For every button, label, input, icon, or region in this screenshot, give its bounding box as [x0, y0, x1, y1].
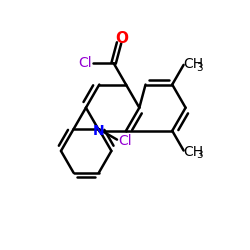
Text: 3: 3	[196, 150, 203, 160]
Text: 3: 3	[196, 63, 203, 73]
Text: Cl: Cl	[118, 134, 132, 148]
Text: Cl: Cl	[78, 56, 92, 70]
Text: CH: CH	[183, 57, 203, 71]
Text: O: O	[115, 31, 128, 46]
Text: N: N	[93, 124, 104, 138]
Text: CH: CH	[183, 145, 203, 159]
